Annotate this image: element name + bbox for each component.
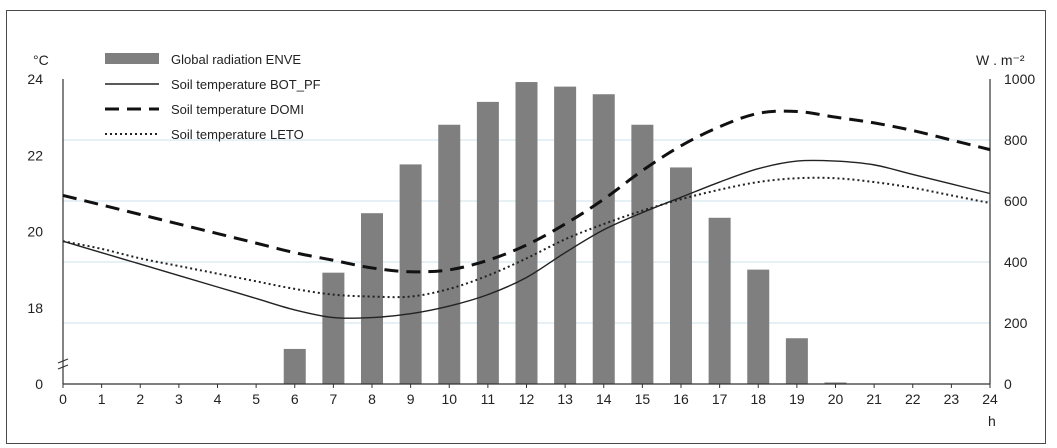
x-tick-label: 6 [291,391,299,407]
bar-14h [592,94,615,384]
chart-svg: 0 1 2 3 4 5 6 7 8 9 10 11 12 13 14 15 16 17 18 19 20 21 22 23 24… [27,52,1035,429]
y-left-tick-label: 20 [27,224,43,240]
x-tick-label: 9 [407,391,415,407]
x-tick-label: 5 [252,391,260,407]
bar-10h [438,124,461,384]
y-right-tick-label: 200 [1004,315,1028,331]
bar-12h [515,82,538,385]
axis-break-mark [57,358,69,370]
x-tick-label: 0 [59,391,67,407]
x-tick-label: 18 [750,391,766,407]
bar-15h [631,124,654,384]
y-right-tick-label: 400 [1004,254,1028,270]
y-left-tick-label: 0 [35,376,43,392]
y-left-unit-label: °C [33,52,49,68]
x-tick-label: 3 [175,391,183,407]
bar-13h [554,86,577,384]
bar-18h [747,269,770,384]
y-right-tick-label: 800 [1004,132,1028,148]
legend-swatch-bar [105,53,159,64]
x-tick-label: 1 [98,391,106,407]
x-tick-label: 24 [982,391,998,407]
x-tick-label: 8 [368,391,376,407]
y-right-tick-label: 600 [1004,193,1028,209]
bar-16h [670,167,692,384]
y-left-tick-label: 22 [27,147,43,163]
bar-9h [399,164,422,384]
bar-20h [824,382,847,384]
x-tick-label: 10 [441,391,457,407]
y-right-tick-label: 0 [1004,376,1012,392]
legend-label: Global radiation ENVE [171,52,301,67]
x-tick-label: 20 [828,391,844,407]
bar-7h [322,272,345,384]
x-tick-label: 12 [519,391,535,407]
y-left-tick-label: 18 [27,300,43,316]
bar-11h [476,101,499,384]
x-tick-label: 11 [481,391,496,407]
bar-19h [785,338,808,384]
x-tick-label: 19 [789,391,805,407]
y-left-tick-label: 24 [27,71,43,87]
x-axis-unit-label: h [988,413,996,429]
legend-label: Soil temperature BOT_PF [171,77,321,92]
bar-6h [283,348,306,384]
x-tick-label: 23 [944,391,960,407]
x-tick-label: 16 [673,391,689,407]
chart-frame: 0 1 2 3 4 5 6 7 8 9 10 11 12 13 14 15 16 17 18 19 20 21 22 23 24… [6,10,1046,444]
x-tick-label: 7 [329,391,337,407]
x-tick-label: 13 [557,391,573,407]
legend-label: Soil temperature LETO [171,127,304,142]
series-line-soil-temperature-bot-pf [62,159,991,319]
x-tick-label: 2 [136,391,144,407]
y-right-unit-label: W . m⁻² [976,52,1025,68]
series-line-soil-temperature-leto [62,176,991,299]
x-tick-label: 21 [866,391,882,407]
x-tick-label: 22 [905,391,921,407]
bar-8h [361,213,383,384]
series-line-soil-temperature-domi [62,109,991,274]
x-tick-label: 4 [214,391,222,407]
legend-label: Soil temperature DOMI [171,102,304,117]
x-tick-label: 14 [596,391,612,407]
x-tick-label: 15 [635,391,651,407]
bar-17h [708,217,731,384]
y-right-tick-label: 1000 [1004,71,1035,87]
x-tick-label: 17 [712,391,728,407]
